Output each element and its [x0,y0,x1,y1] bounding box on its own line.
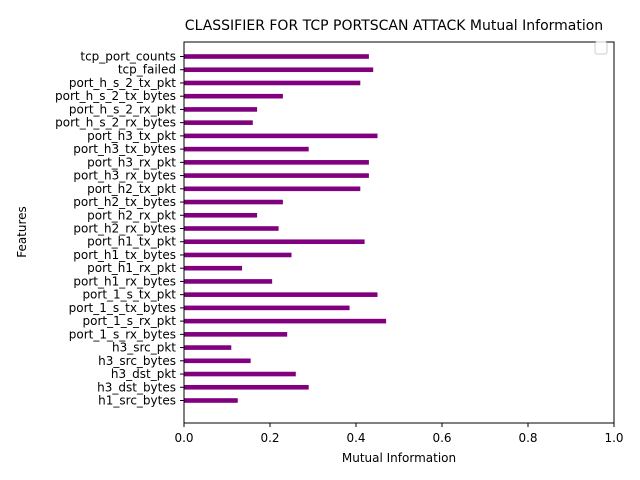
bar-h3_dst_pkt [184,371,296,377]
plot-frame [183,41,615,424]
bar-port_h_s_2_tx_bytes [184,93,283,99]
bar-port_h1_tx_bytes [184,252,292,258]
bar-tcp_port_counts [184,54,369,59]
bar-port_h1_tx_pkt [184,239,365,245]
bar-port_h_s_2_tx_pkt [184,80,361,86]
bar-port_h_s_2_rx_bytes [184,120,253,125]
y-tick-label: port_h3_rx_pkt [87,155,176,169]
bar-port_h2_tx_bytes [184,199,283,205]
x-tick-label: 0.6 [432,431,451,445]
bar-port_h3_rx_bytes [184,173,369,178]
bar-port_1_s_rx_bytes [184,332,288,337]
y-tick-label: h3_dst_bytes [97,380,176,394]
y-tick-label: tcp_port_counts [80,50,176,64]
bar-port_1_s_tx_pkt [184,292,378,297]
bar-h3_dst_bytes [184,384,309,390]
y-tick-label: h3_src_pkt [112,341,176,355]
bar-h3_src_bytes [184,358,251,364]
bars-group [184,54,387,403]
y-tick-label: tcp_failed [118,63,176,77]
bar-tcp_failed [184,67,374,73]
y-tick-label: port_h3_tx_bytes [73,142,176,156]
y-tick-label: port_1_s_tx_pkt [82,288,176,302]
x-tick-label: 0.4 [346,431,365,445]
bar-port_h3_rx_pkt [184,160,369,165]
bar-h3_src_pkt [184,345,232,350]
bar-port_h2_tx_pkt [184,186,361,192]
bar-h1_src_bytes [184,398,238,403]
y-tick-label: h3_src_bytes [98,354,176,368]
y-tick-label: port_1_s_tx_bytes [69,301,176,315]
y-tick-label: port_h2_rx_pkt [87,208,176,222]
y-tick-label: h3_dst_pkt [111,367,176,381]
legend-box [594,41,608,55]
bar-port_h_s_2_rx_pkt [184,107,258,112]
x-tick-label: 0.0 [174,431,193,445]
bar-port_h1_rx_pkt [184,265,243,271]
x-tick-label: 1.0 [604,431,623,445]
y-tick-label: port_h2_tx_bytes [73,195,176,209]
bar-port_h3_tx_bytes [184,146,309,152]
y-tick-label: port_h3_rx_bytes [73,169,176,183]
y-tick-label: port_h_s_2_rx_bytes [55,116,176,130]
y-tick-label: port_h3_tx_pkt [87,129,176,143]
y-tick-label: port_h_s_2_tx_pkt [69,76,176,90]
x-tick-label: 0.8 [518,431,537,445]
y-tick-label: port_h1_rx_bytes [73,274,176,288]
bar-port_h2_rx_pkt [184,212,258,218]
bar-port_1_s_tx_bytes [184,305,350,311]
y-tick-label: port_h_s_2_tx_bytes [55,89,176,103]
x-axis-title: Mutual Information [342,451,456,465]
y-tick-label: port_h1_rx_pkt [87,261,176,275]
y-tick-label: port_h2_tx_pkt [87,182,176,196]
bar-port_h1_rx_bytes [184,279,273,284]
y-axis-title: Features [15,206,29,258]
x-tick-labels: 0.0 0.2 0.4 0.6 0.8 1.0 [174,423,624,445]
y-tick-label: port_h2_rx_bytes [73,222,176,236]
y-tick-label: h1_src_bytes [98,394,176,408]
y-tick-label: port_1_s_rx_pkt [83,314,177,328]
y-tick-labels: tcp_port_countstcp_failedport_h_s_2_tx_p… [55,50,184,408]
y-tick-label: port_h1_tx_bytes [73,248,176,262]
y-tick-label: port_h1_tx_pkt [87,235,176,249]
bar-port_1_s_rx_pkt [184,318,387,324]
bar-port_h2_rx_bytes [184,226,279,231]
y-tick-label: port_h_s_2_rx_pkt [69,102,176,116]
bar-port_h3_tx_pkt [184,133,378,139]
chart-title: CLASSIFIER FOR TCP PORTSCAN ATTACK Mutua… [185,18,603,34]
y-tick-label: port_1_s_rx_bytes [69,327,176,341]
x-tick-label: 0.2 [260,431,279,445]
